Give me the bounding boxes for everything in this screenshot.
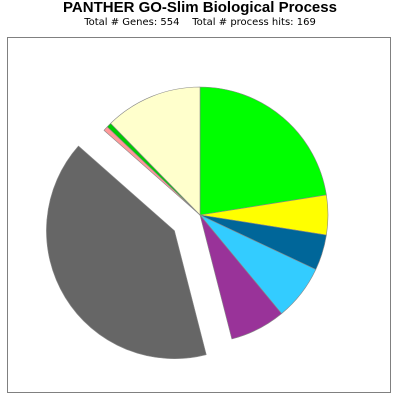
chart-title: PANTHER GO-Slim Biological Process xyxy=(63,0,337,16)
pie-slice-1 xyxy=(199,86,327,216)
chart-subtitle: Total # Genes: 554 Total # process hits:… xyxy=(84,17,316,28)
pie-slice-9 xyxy=(110,86,201,216)
pie-slice-6 xyxy=(46,145,207,359)
pie-slice-5 xyxy=(199,214,282,340)
